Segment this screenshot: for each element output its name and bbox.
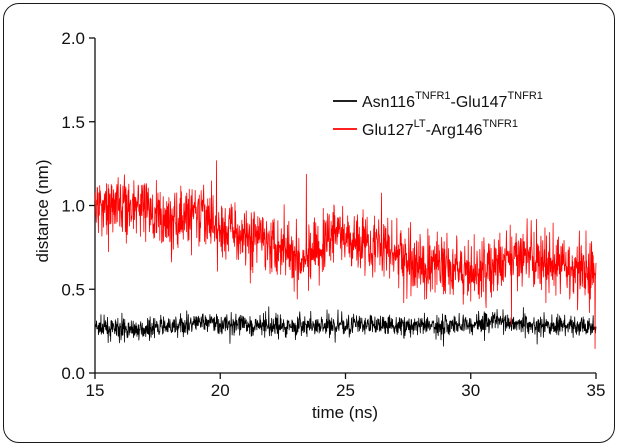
y-axis-label: distance (nm) — [33, 160, 52, 263]
x-tick-label: 15 — [86, 381, 105, 400]
legend-label: Asn116TNFR1-Glu147TNFR1 — [362, 90, 543, 111]
series-asn116-glu147-line — [94, 306, 597, 347]
y-tick-label: 2.0 — [61, 29, 85, 48]
y-tick-label: 1.0 — [61, 197, 85, 216]
x-tick-label: 35 — [587, 381, 606, 400]
x-axis-label: time (ns) — [312, 403, 378, 422]
series-layer — [94, 160, 597, 350]
legend-label: Glu127LT-Arg146TNFR1 — [362, 118, 518, 139]
y-tick-label: 1.5 — [61, 113, 85, 132]
y-tick-label: 0.5 — [61, 280, 85, 299]
axes: 0.0 0.5 1.0 1.5 2.0 15 20 25 30 35 — [61, 29, 605, 400]
x-tick-label: 30 — [461, 381, 480, 400]
line-chart: 0.0 0.5 1.0 1.5 2.0 15 20 25 30 35 Asn116TNFR1-Gl… — [33, 29, 605, 422]
legend: Asn116TNFR1-Glu147TNFR1 Glu127LT-Arg146TN… — [333, 90, 543, 139]
x-tick-label: 25 — [336, 381, 355, 400]
series-glu127-arg146-line — [94, 160, 597, 350]
y-tick-label: 0.0 — [61, 364, 85, 383]
x-tick-label: 20 — [211, 381, 230, 400]
